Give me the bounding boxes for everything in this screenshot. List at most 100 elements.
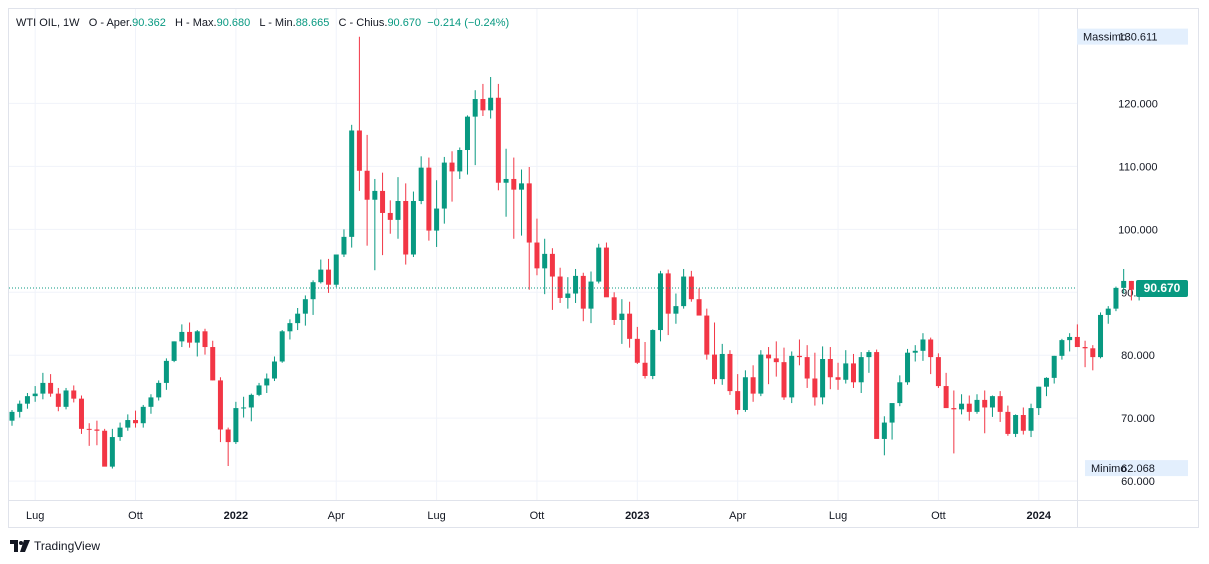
candle [55, 387, 61, 412]
candle-body [611, 297, 617, 320]
candle [657, 270, 663, 342]
candle [874, 349, 880, 439]
candle-body [820, 358, 826, 398]
candle [71, 385, 77, 403]
candle [194, 330, 200, 357]
candle-body [588, 281, 594, 309]
candle-body [341, 236, 347, 255]
candle-body [202, 331, 208, 348]
x-tick-label: Apr [729, 510, 746, 522]
candle-body [1043, 377, 1049, 387]
chart-frame: 60.00070.00080.00090.000100.000110.00012… [8, 8, 1199, 528]
x-tick-label: Ott [128, 510, 143, 522]
candle-body [156, 382, 162, 398]
candle-body [48, 382, 54, 394]
candle [1090, 345, 1096, 371]
candle-body [171, 341, 177, 361]
candle-body [426, 167, 432, 231]
candle-body [318, 269, 324, 283]
candle-body [256, 385, 262, 395]
candle-body [233, 408, 239, 443]
candle-body [163, 360, 169, 383]
tradingview-branding[interactable]: TradingView [10, 539, 100, 553]
candlestick-chart[interactable]: 60.00070.00080.00090.000100.000110.00012… [9, 9, 1198, 527]
candle [742, 370, 748, 412]
candle-body [480, 99, 486, 111]
x-tick-label: Lug [829, 510, 847, 522]
candle-body [519, 183, 525, 190]
candle-body [912, 350, 918, 353]
last-price-background [1136, 280, 1188, 298]
candle [719, 343, 725, 385]
candle [318, 259, 324, 284]
candle-body [241, 407, 247, 409]
candle-body [86, 428, 92, 430]
candle [966, 395, 972, 421]
candle [395, 177, 401, 239]
candle [565, 277, 571, 309]
candle [410, 191, 416, 258]
legend-symbol[interactable]: WTI OIL, 1W [16, 17, 80, 29]
legend-open-label: O - Aper. [88, 17, 133, 29]
candle-body [464, 116, 470, 151]
candle-body [989, 396, 995, 408]
candle-body [881, 422, 887, 439]
candle [1113, 286, 1119, 312]
candle-body [217, 380, 223, 430]
candle-body [1028, 408, 1034, 431]
candle [773, 341, 779, 377]
y-tick-label: 120.000 [1118, 98, 1158, 110]
candle [117, 422, 123, 441]
candle [102, 428, 108, 467]
candle [40, 372, 46, 400]
candle [279, 330, 285, 363]
candle [681, 268, 687, 309]
candle [905, 348, 911, 385]
candle [912, 345, 918, 362]
candle [48, 374, 54, 397]
candle-body [133, 420, 139, 424]
y-tick-label: 60.000 [1121, 476, 1155, 488]
candle-body [279, 331, 285, 362]
legend-close-value: 90.670 [387, 17, 422, 29]
candle-body [187, 331, 193, 343]
candle [380, 172, 386, 256]
candle [573, 268, 579, 303]
candle [974, 394, 980, 414]
candle-body [248, 394, 254, 408]
candle [94, 420, 100, 446]
candle-body [55, 393, 61, 407]
candle-body [356, 130, 362, 171]
candle-body [534, 242, 540, 269]
candle [704, 308, 710, 360]
ohlc-legend: WTI OIL, 1W O - Aper.90.362 H - Max.90.6… [16, 17, 509, 29]
candle-body [866, 352, 872, 358]
candle-body [488, 97, 494, 111]
candle-body [333, 254, 339, 285]
candle-body [719, 353, 725, 380]
candle-body [434, 208, 440, 231]
candle-body [380, 190, 386, 213]
candle [1005, 405, 1011, 436]
candle-body [928, 339, 934, 358]
candle [850, 353, 856, 388]
candle [580, 272, 586, 322]
candle [1128, 280, 1134, 301]
candle [426, 157, 432, 241]
candle [488, 76, 494, 119]
candle [611, 292, 617, 326]
candle [997, 391, 1003, 422]
candle [241, 396, 247, 418]
candle [596, 243, 602, 284]
candle-body [264, 378, 270, 386]
candle [897, 375, 903, 407]
candle-body [410, 200, 416, 255]
candle [78, 395, 84, 434]
legend-low-value: 88.665 [295, 17, 330, 29]
candle-body [1128, 280, 1134, 290]
candle-body [32, 393, 38, 397]
candle-body [580, 275, 586, 309]
candle-body [727, 353, 733, 392]
candle [187, 322, 193, 348]
candle-body [688, 276, 694, 300]
